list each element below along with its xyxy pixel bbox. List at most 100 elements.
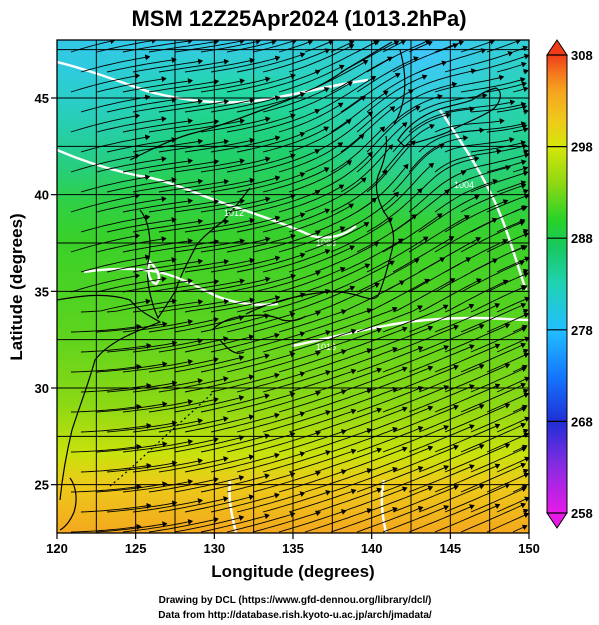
- isobar-label-1: 1004: [454, 180, 474, 190]
- streamline: [288, 245, 355, 273]
- streamline: [444, 323, 511, 353]
- streamline: [522, 108, 529, 115]
- y-tick-label: 30: [35, 381, 49, 396]
- streamline: [148, 118, 220, 133]
- colorbar-tick-label: 298: [571, 140, 593, 155]
- streamline: [366, 40, 431, 73]
- streamline: [252, 350, 322, 373]
- y-tick-label: 35: [35, 284, 49, 299]
- streamline: [262, 87, 330, 113]
- streamline: [444, 443, 511, 473]
- streamline: [486, 81, 527, 93]
- streamline: [356, 122, 408, 173]
- y-tick-label: 40: [35, 188, 49, 203]
- streamline: [496, 496, 529, 513]
- streamline: [392, 81, 458, 113]
- streamline: [340, 144, 394, 193]
- streamline: [470, 101, 527, 113]
- streamline: [226, 233, 296, 253]
- streamline: [418, 92, 488, 113]
- streamline: [80, 94, 151, 113]
- streamline: [122, 438, 194, 453]
- streamline: [184, 414, 255, 433]
- streamline: [278, 309, 347, 333]
- streamline: [96, 156, 167, 173]
- streamline: [366, 278, 430, 313]
- streamline: [356, 505, 424, 533]
- colorbar: 258 268 278 288 298 308: [546, 39, 593, 529]
- streamline: [158, 98, 230, 113]
- streamline: [200, 513, 270, 533]
- streamline: [304, 222, 370, 253]
- streamline: [184, 177, 255, 193]
- streamline: [314, 40, 379, 73]
- streamline: [80, 502, 152, 513]
- streamline: [70, 73, 140, 93]
- streamline: [148, 158, 220, 173]
- streamline: [470, 140, 527, 153]
- streamline: [122, 278, 193, 293]
- streamline: [158, 496, 229, 513]
- streamline: [200, 40, 261, 53]
- streamline: [122, 398, 194, 413]
- streamline: [158, 218, 230, 233]
- streamline: [288, 119, 352, 153]
- streamline: [132, 178, 204, 193]
- streamline: [252, 390, 322, 413]
- streamline: [158, 178, 230, 193]
- streamline: [132, 299, 204, 313]
- streamline: [382, 465, 450, 493]
- streamline: [382, 123, 435, 173]
- streamline: [200, 393, 270, 413]
- coastline-ryukyu: [109, 387, 219, 487]
- streamline: [408, 215, 470, 253]
- coastline-china: [57, 294, 162, 501]
- streamline: [174, 198, 245, 213]
- streamline: [382, 60, 447, 93]
- streamline: [288, 408, 357, 433]
- streamline: [210, 295, 281, 313]
- streamline: [418, 443, 485, 473]
- streamline: [460, 183, 527, 213]
- isobar-label-4: 1016: [316, 342, 336, 352]
- streamline: [70, 403, 142, 413]
- streamline: [200, 473, 270, 493]
- streamline: [106, 298, 177, 313]
- streamline: [382, 304, 449, 333]
- streamline: [184, 374, 255, 393]
- streamline: [132, 498, 203, 513]
- streamline: [522, 148, 529, 155]
- streamline: [392, 278, 456, 313]
- streamline: [148, 396, 219, 413]
- streamline: [106, 257, 177, 273]
- wind-streamlines: [70, 40, 529, 533]
- streamline: [330, 40, 355, 53]
- colorbar-bottom-triangle: [546, 512, 568, 529]
- streamline: [262, 329, 331, 353]
- streamline: [340, 486, 408, 513]
- streamline: [392, 484, 459, 513]
- streamline: [184, 217, 255, 233]
- y-tick-label: 25: [35, 478, 49, 493]
- streamline: [252, 430, 322, 453]
- streamline: [106, 420, 178, 433]
- streamline: [418, 323, 485, 353]
- y-axis-ticks: 25 30 35 40 45: [35, 91, 57, 493]
- streamline: [392, 143, 445, 193]
- chart-title: MSM 12Z25Apr2024 (1013.2hPa): [131, 6, 466, 31]
- streamline: [80, 254, 151, 273]
- streamline: [418, 127, 485, 153]
- streamline: [200, 156, 271, 173]
- y-tick-label: 45: [35, 91, 49, 106]
- streamline: [226, 471, 296, 493]
- streamline: [418, 483, 485, 513]
- streamline: [106, 137, 177, 153]
- streamline: [444, 136, 515, 153]
- streamline: [278, 429, 347, 453]
- streamline: [210, 372, 280, 393]
- streamline: [356, 89, 414, 133]
- streamline: [434, 343, 501, 373]
- streamline: [496, 180, 527, 193]
- streamline: [356, 258, 420, 293]
- streamline: [444, 199, 509, 233]
